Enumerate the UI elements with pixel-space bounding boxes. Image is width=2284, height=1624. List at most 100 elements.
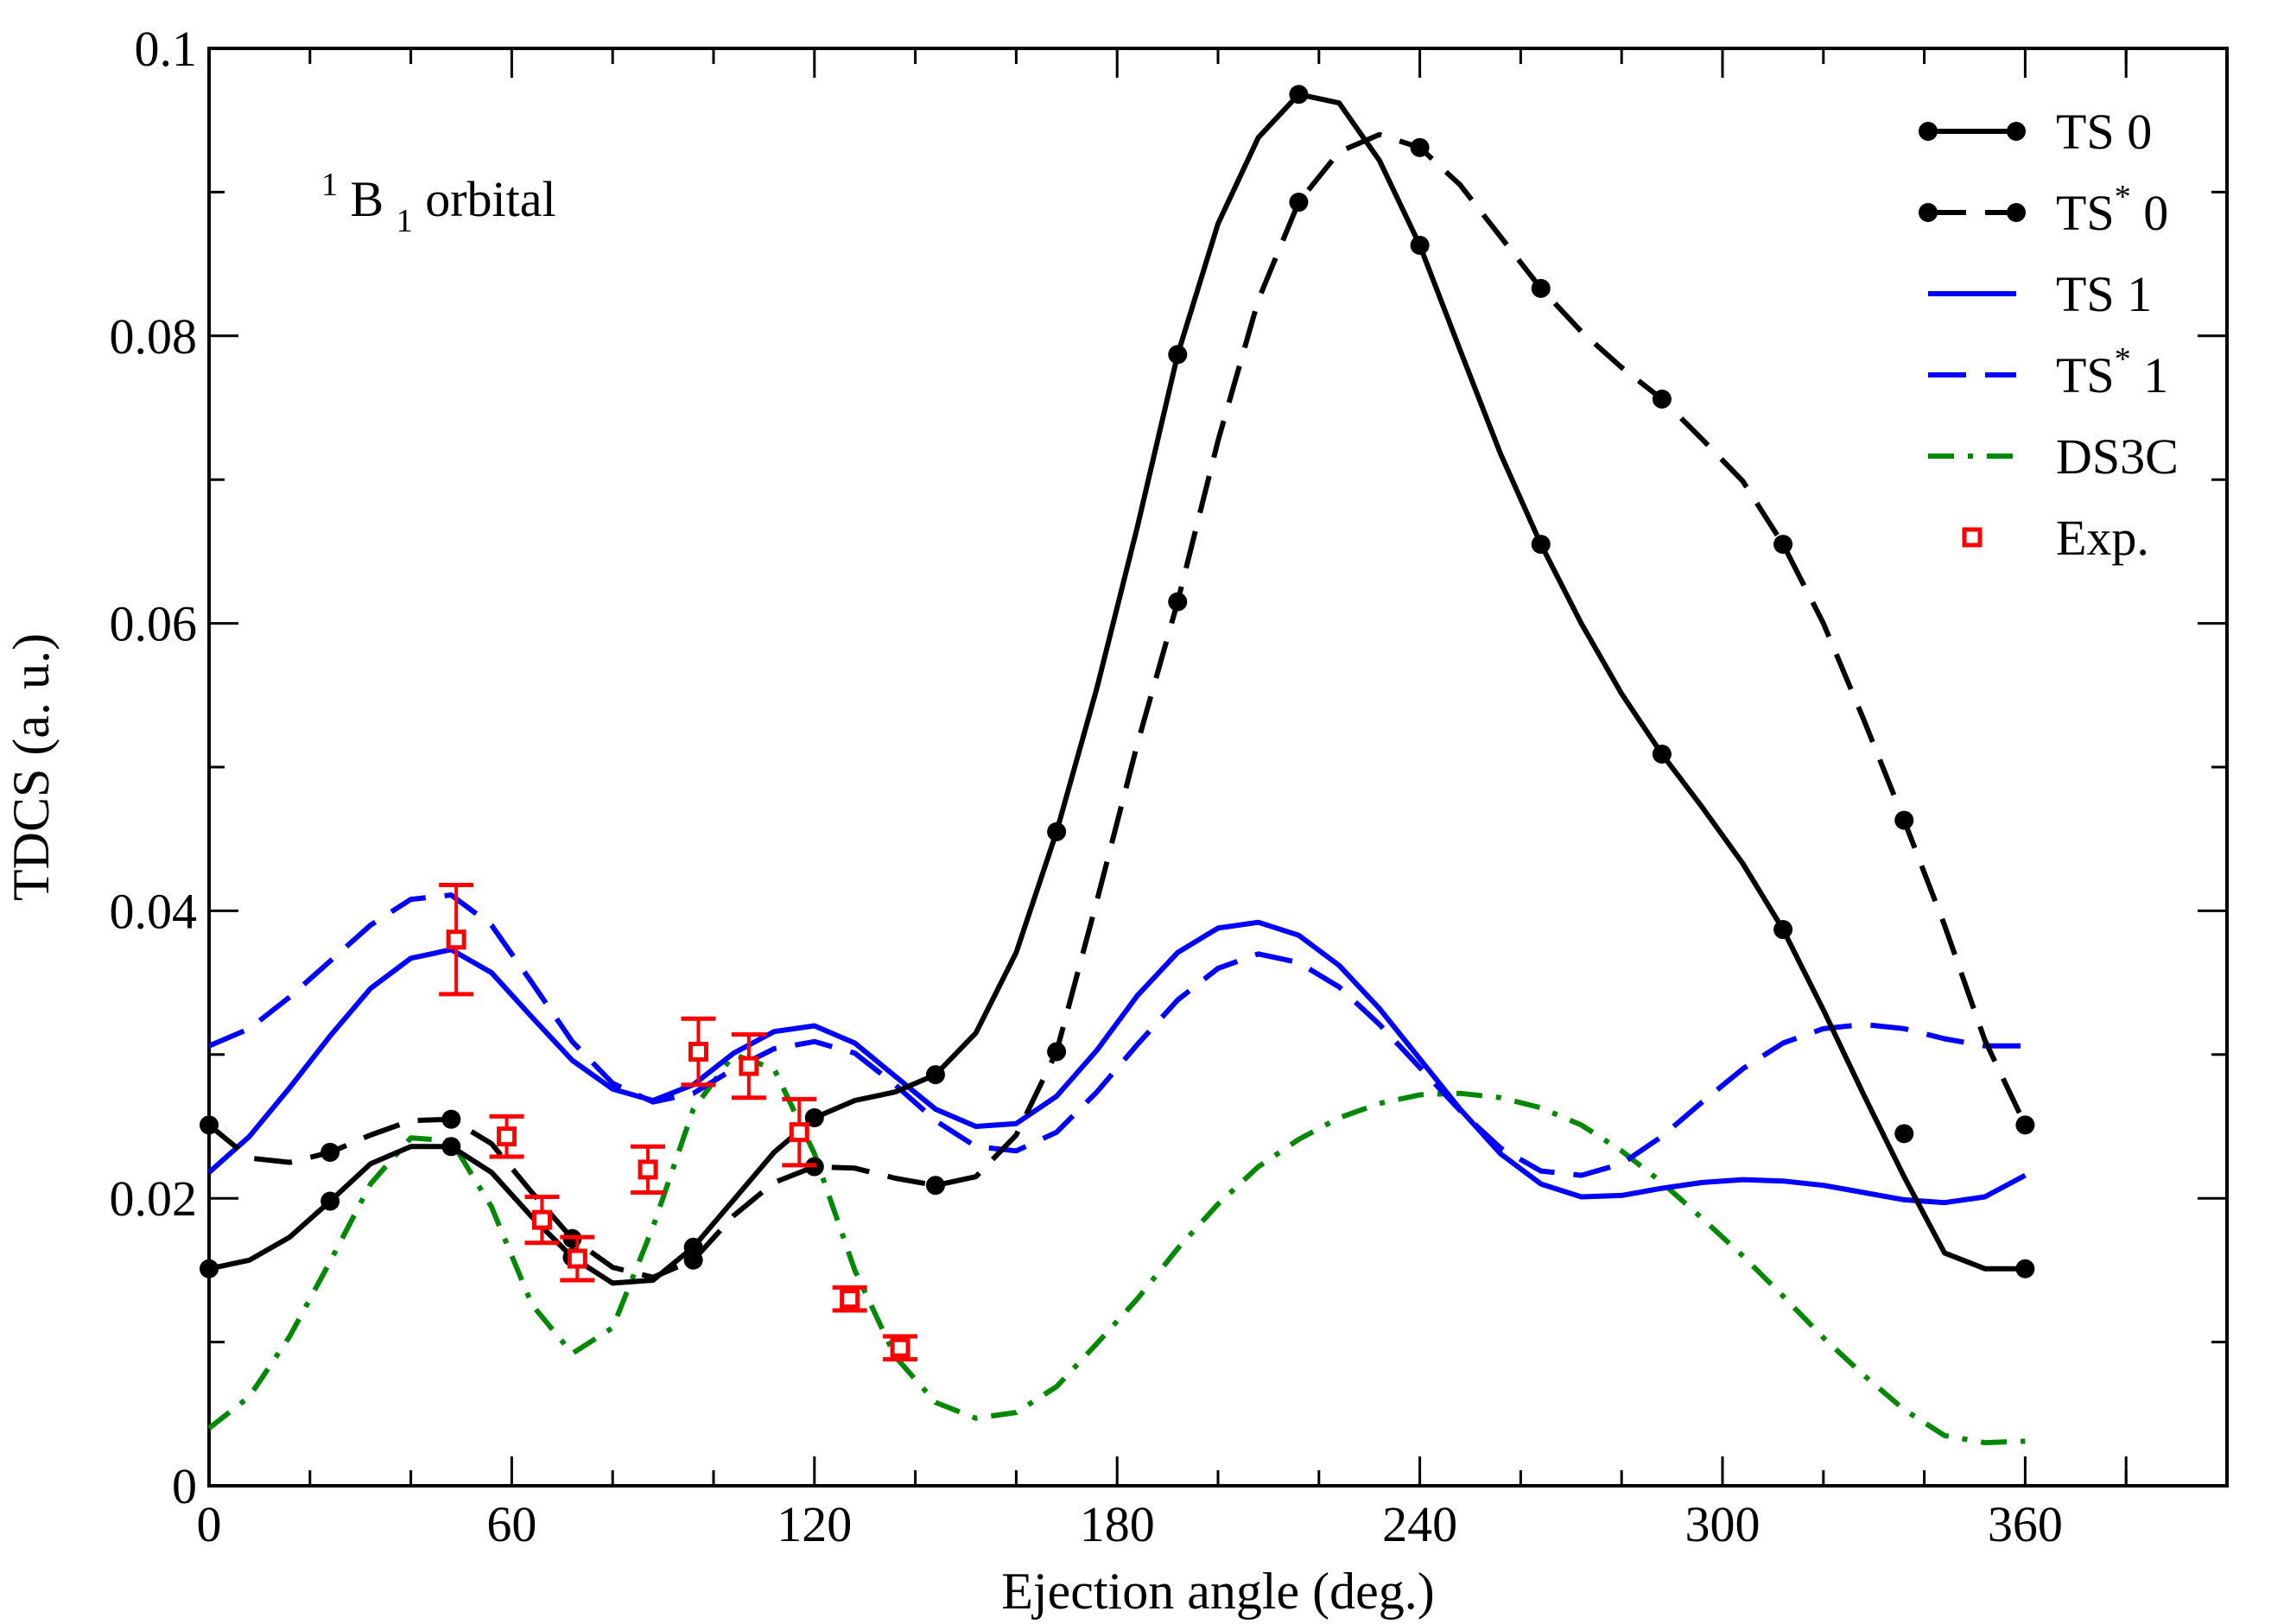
series-marker-ts-star-0 [441,1109,461,1129]
orbital-annotation-main: B [351,171,384,227]
x-tick-labels: 0 60 120 180 240 300 360 [197,1496,2063,1552]
exp-marker [789,1122,809,1143]
series-marker-ts-star-0 [1289,193,1309,213]
orbital-annotation: 1 B 1 orbital [321,150,556,243]
exp-marker [638,1159,658,1180]
series-marker-ts-star-0 [1410,137,1430,157]
y-tick-label: 0.08 [110,308,198,365]
legend-marker [2007,203,2026,222]
legend-swatch [1962,527,1983,548]
series-marker-ts-0 [1289,85,1309,105]
series-marker-ts-star-0 [1773,535,1793,555]
experiment-layer [439,882,918,1362]
series-marker-ts-0 [1168,345,1188,365]
y-tick-label: 0.04 [110,883,198,939]
series-marker-ts-star-0 [1531,278,1551,298]
legend-item-ds3c: DS3C [1928,428,2179,485]
series-marker-ts-0 [1773,920,1793,940]
series-marker-ts-star-0 [1047,1042,1067,1062]
x-tick-label: 180 [1080,1496,1155,1552]
series-marker-ts-0 [804,1108,824,1128]
exp-point [560,1234,595,1283]
series-marker-ts-0 [1410,235,1430,255]
series-marker-ts-0 [1652,745,1672,764]
minor-ticks [209,48,2227,1486]
series-marker-ts-star-0 [1894,810,1914,830]
series-line-ts-star-1 [207,892,2026,1178]
series-marker-ts-0 [441,1137,461,1157]
series-marker-ts-0 [320,1191,340,1211]
legend-item-exp: Exp. [1962,510,2149,566]
major-ticks [207,47,2227,1488]
series-marker-ts-0 [1531,535,1551,555]
legend-label: TS 0 [2056,104,2152,160]
series-marker-ts-0 [2015,1259,2035,1278]
series-marker-ts-star-0 [1652,390,1672,409]
y-tick-label: 0.06 [110,596,198,652]
orbital-annotation-rest: orbital [425,171,555,227]
series-marker-ts-star-0 [925,1176,945,1196]
legend-item-ts-0: TS 0 [1919,104,2152,160]
exp-marker [840,1289,860,1310]
legend-marker [2007,122,2026,141]
legend-marker [1919,122,1938,141]
series-marker-ts-star-0 [1168,592,1188,612]
y-tick-label: 0.1 [135,21,198,77]
x-tick-label: 360 [1988,1496,2063,1552]
exp-point [681,1016,716,1088]
legend-item-ts-1: TS 1 [1928,266,2152,322]
legend-label: TS* 0 [2056,179,2168,241]
exp-marker [531,1209,552,1230]
orbital-annotation-sup: 1 [321,167,338,203]
exp-marker [567,1248,587,1269]
plot-area-border [207,47,2229,1488]
exp-point [489,1113,524,1159]
legend-item-ts-star-1: TS* 1 [1928,341,2168,403]
x-tick-label: 0 [197,1496,222,1552]
exp-marker [739,1056,759,1076]
legend-label: TS 1 [2056,266,2152,322]
legend-marker [1919,203,1938,222]
x-tick-label: 300 [1685,1496,1761,1552]
x-tick-label: 240 [1382,1496,1457,1552]
x-tick-label: 120 [777,1496,852,1552]
legend: TS 0 TS* 0 TS 1 TS* 1 DS3C Exp. [1919,104,2179,566]
legend-label: TS* 1 [2056,341,2168,403]
series-marker-ts-star-0 [200,1115,219,1135]
exp-point [782,1096,817,1168]
x-tick-label: 60 [486,1496,536,1552]
exp-point [883,1334,918,1362]
y-tick-label: 0.02 [110,1170,198,1227]
series-layer [200,85,2035,1446]
exp-point [832,1285,867,1313]
exp-point [439,882,474,997]
series-line-ds3c [207,1051,2026,1446]
series-marker-ts-0 [683,1237,703,1257]
series-marker-ts-star-0 [2015,1115,2035,1135]
legend-item-ts-star-0: TS* 0 [1919,179,2168,241]
series-marker-ts-star-0 [320,1142,340,1162]
series-marker-ts-0 [925,1065,945,1085]
y-tick-label: 0 [172,1458,197,1514]
exp-marker [688,1041,708,1062]
y-axis-title: TDCS (a. u.) [3,633,60,901]
series-line-ts-0 [208,92,2026,1286]
series-marker-ts-0 [1047,822,1067,841]
legend-label: DS3C [2056,428,2179,485]
exp-point [524,1195,560,1246]
exp-marker [497,1126,517,1147]
exp-point [631,1144,666,1196]
plot-frame [207,47,2229,1488]
y-tick-labels: 0 0.02 0.04 0.06 0.08 0.1 [110,21,198,1514]
orbital-annotation-sub: 1 [397,203,413,239]
series-line-ts-1 [207,919,2027,1206]
x-axis-title: Ejection angle (deg.) [1001,1563,1434,1620]
exp-point [731,1032,766,1101]
exp-marker [890,1337,910,1358]
exp-marker [446,929,466,950]
series-line-ts-star-0 [207,131,2028,1280]
legend-label: Exp. [2056,510,2149,566]
series-marker-ts-0 [200,1259,219,1278]
series-marker-ts-0 [1894,1124,1914,1144]
